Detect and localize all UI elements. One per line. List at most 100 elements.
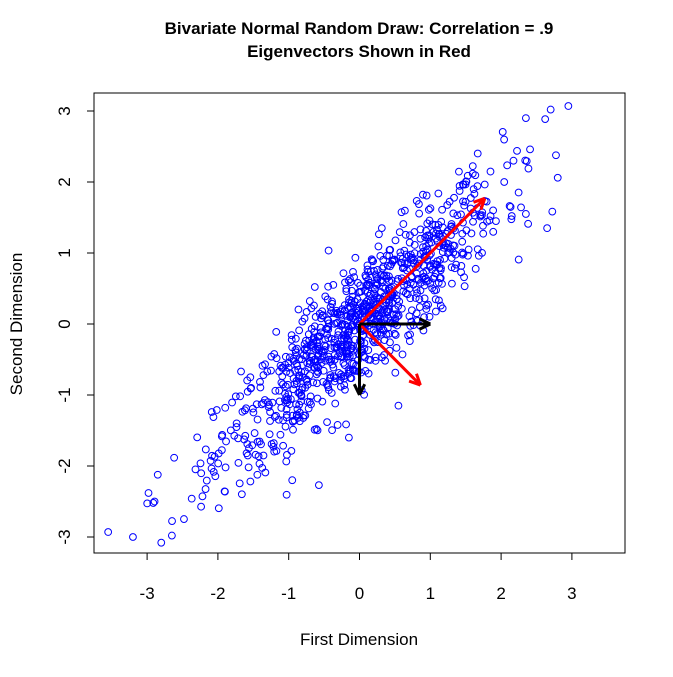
data-point (364, 346, 373, 354)
data-point (346, 344, 355, 353)
data-point (324, 325, 333, 334)
data-point (206, 456, 215, 465)
data-point (423, 245, 432, 254)
data-point (293, 344, 301, 353)
data-point (319, 347, 327, 356)
data-point (327, 389, 336, 397)
x-tick-label: 0 (355, 584, 364, 603)
data-point (468, 162, 477, 171)
y-tick-label: 1 (55, 248, 74, 257)
data-point (467, 229, 476, 238)
data-point (400, 206, 409, 215)
data-point (313, 426, 322, 435)
data-point (248, 441, 257, 450)
data-point (144, 489, 153, 497)
data-point (242, 449, 251, 458)
data-point (404, 331, 412, 340)
chart-title: Bivariate Normal Random Draw: Correlatio… (165, 19, 554, 38)
chart-subtitle: Eigenvectors Shown in Red (247, 42, 471, 61)
data-point (460, 273, 468, 282)
data-point (431, 307, 440, 316)
data-point (281, 422, 290, 431)
data-point (478, 211, 486, 220)
data-point (394, 274, 402, 283)
data-point (276, 430, 285, 439)
data-point (546, 105, 555, 114)
data-point (298, 317, 307, 326)
y-tick-label: 2 (55, 177, 74, 186)
data-point (422, 191, 431, 200)
data-point (397, 304, 406, 313)
data-point (324, 282, 333, 291)
data-point (363, 281, 372, 290)
data-point (470, 189, 479, 198)
data-point (458, 248, 466, 257)
data-point (324, 383, 333, 392)
data-point (374, 242, 383, 251)
data-point (455, 187, 464, 195)
data-point (389, 310, 398, 319)
eigenvector-1-arrowhead (472, 196, 486, 204)
data-point (191, 465, 200, 474)
data-point (289, 417, 297, 425)
data-point (437, 264, 445, 273)
data-point (444, 240, 453, 248)
data-point (237, 490, 246, 499)
data-point (552, 151, 560, 160)
data-point (379, 262, 388, 271)
data-point (368, 256, 377, 265)
data-point (253, 437, 262, 446)
data-point (202, 476, 211, 485)
data-point (209, 413, 218, 421)
data-point (450, 193, 458, 202)
data-point (348, 365, 357, 374)
data-point (336, 310, 345, 319)
data-point (524, 219, 533, 228)
x-tick-label: 2 (496, 584, 505, 603)
data-point (524, 164, 533, 173)
data-point (406, 278, 415, 287)
data-point (287, 446, 296, 455)
data-point (143, 499, 152, 508)
data-point (275, 386, 284, 395)
data-point (388, 257, 397, 266)
data-point (337, 334, 346, 343)
data-point (385, 277, 394, 285)
data-point (364, 355, 373, 364)
data-point (444, 249, 452, 257)
data-point (474, 251, 483, 260)
data-point (438, 280, 446, 288)
data-point (304, 404, 313, 413)
data-point (409, 258, 418, 267)
data-point (513, 146, 521, 155)
data-point (390, 329, 399, 338)
data-point (450, 264, 459, 273)
data-point (369, 257, 378, 266)
data-point (406, 294, 415, 303)
data-point (453, 211, 462, 220)
data-point (282, 393, 291, 401)
data-point (153, 470, 162, 479)
data-point (430, 286, 439, 295)
data-point (310, 425, 319, 434)
data-point (466, 194, 475, 202)
data-point (509, 156, 518, 165)
unit-y-arrowhead (352, 383, 361, 396)
data-point (306, 392, 315, 401)
data-point (393, 312, 402, 321)
data-point (170, 453, 179, 462)
data-point (265, 430, 274, 439)
data-point (480, 180, 489, 189)
data-point (415, 209, 424, 218)
data-point (323, 418, 331, 427)
data-point (486, 167, 495, 176)
data-point (426, 263, 435, 271)
data-point (317, 348, 326, 357)
data-point (362, 273, 370, 281)
data-point (403, 266, 411, 275)
data-point (434, 278, 443, 287)
data-point (401, 289, 410, 298)
data-point (297, 367, 306, 376)
data-point (354, 278, 362, 287)
data-point (449, 209, 458, 218)
